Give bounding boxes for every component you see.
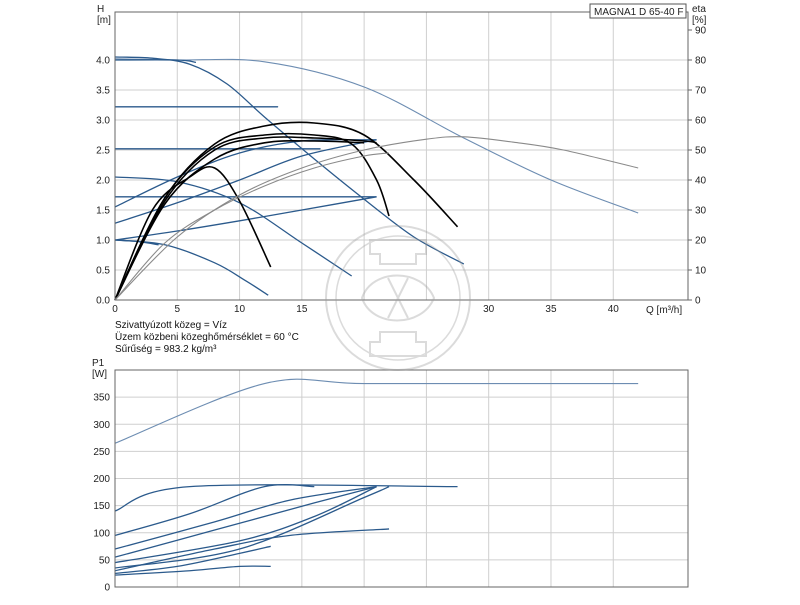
eta-tick-label: 40	[695, 176, 707, 187]
power-chart-frame	[114, 369, 689, 588]
head-chart-frame	[114, 11, 689, 301]
power-series-power-8	[114, 545, 271, 575]
eta-tick-label: 60	[695, 116, 707, 127]
power-chart-axes: 0 50 100 150 200 250 300 350	[93, 393, 110, 594]
head-tick-label: 3.5	[96, 86, 110, 97]
power-tick-label: 50	[99, 555, 111, 566]
eta-tick-label: 80	[695, 56, 707, 67]
head-series-efficiency-twin-part-18	[114, 152, 390, 301]
head-tick-label: 0.0	[96, 296, 110, 307]
head-series-prop-pressure-6	[114, 139, 377, 208]
head-series-fixed-speed-9	[114, 176, 353, 277]
flow-tick-label: 0	[112, 304, 118, 315]
head-series-efficiency-16	[114, 165, 272, 301]
chart-title-box	[589, 3, 687, 19]
power-tick-label: 250	[93, 447, 110, 458]
head-series-prop-pressure-8	[114, 196, 377, 241]
head-tick-label: 1.0	[96, 236, 110, 247]
flow-tick-label: 40	[608, 304, 620, 315]
head-tick-label: 2.5	[96, 146, 110, 157]
head-series-head-max-twin-0	[114, 58, 639, 214]
power-series-power-9	[114, 565, 271, 576]
flow-tick-label: 15	[296, 304, 308, 315]
head-tick-label: 3.0	[96, 116, 110, 127]
power-tick-label: 0	[104, 583, 110, 594]
eta-tick-label: 10	[695, 266, 707, 277]
power-chart-grid	[114, 370, 688, 588]
note-density: Sűrűség = 983.2 kg/m³	[115, 344, 217, 355]
head-axis-label: H	[97, 4, 104, 15]
power-series-power-5	[114, 486, 377, 564]
eta-axis-unit: [%]	[692, 15, 707, 26]
flow-tick-label: 30	[483, 304, 495, 315]
power-series-power-2	[114, 484, 315, 537]
seal-logo-watermark	[325, 225, 471, 371]
head-tick-label: 0.5	[96, 266, 110, 277]
head-tick-label: 2.0	[96, 176, 110, 187]
head-series-fixed-speed-11	[114, 239, 159, 246]
power-axis-label: P1	[92, 358, 105, 369]
power-tick-label: 100	[93, 528, 110, 539]
flow-tick-label: 5	[175, 304, 181, 315]
power-tick-label: 350	[93, 393, 110, 404]
eta-tick-label: 50	[695, 146, 707, 157]
power-chart-curves	[114, 378, 639, 576]
head-series-head-max-flat-2	[114, 59, 197, 64]
power-tick-label: 150	[93, 501, 110, 512]
head-series-efficiency-14	[114, 136, 377, 301]
power-tick-label: 200	[93, 474, 110, 485]
eta-tick-label: 90	[695, 26, 707, 37]
head-axis-unit: [m]	[97, 15, 111, 26]
power-tick-label: 300	[93, 420, 110, 431]
head-series-fixed-speed-10	[114, 239, 269, 296]
chart-title: MAGNA1 D 65-40 F	[594, 7, 683, 18]
power-series-power-twin-0	[114, 378, 639, 444]
eta-axis-label: eta	[692, 4, 706, 15]
note-medium: Szivattyúzott közeg = Víz	[115, 320, 227, 331]
power-axis-unit: [W]	[92, 369, 107, 380]
head-chart-grid	[114, 12, 688, 301]
head-series-efficiency-15	[114, 139, 365, 301]
note-temperature: Üzem közbeni közeghőmérséklet = 60 °C	[115, 331, 299, 343]
eta-tick-label: 20	[695, 236, 707, 247]
power-series-power-4	[114, 486, 377, 558]
head-chart-curves	[114, 56, 639, 301]
power-series-power-7	[114, 528, 390, 572]
power-series-power-max-1	[114, 484, 458, 512]
head-series-prop-pressure-7	[114, 139, 377, 224]
power-series-power-3	[114, 485, 377, 550]
head-series-efficiency-13	[114, 132, 390, 301]
head-tick-label: 4.0	[96, 56, 110, 67]
power-series-power-6	[114, 486, 390, 569]
eta-tick-label: 70	[695, 86, 707, 97]
head-chart-axes: 0 5 10 15 30 35 40 0.0 0.5 1.0 1.5 2.0 2.5 3.0 3.5 4.0 0…	[96, 26, 706, 316]
flow-tick-label: 10	[234, 304, 246, 315]
flow-axis-label: Q [m³/h]	[646, 305, 682, 316]
head-series-efficiency-twin-17	[114, 136, 639, 301]
head-tick-label: 1.5	[96, 206, 110, 217]
eta-tick-label: 0	[695, 296, 701, 307]
flow-tick-label: 35	[545, 304, 557, 315]
eta-tick-label: 30	[695, 206, 707, 217]
